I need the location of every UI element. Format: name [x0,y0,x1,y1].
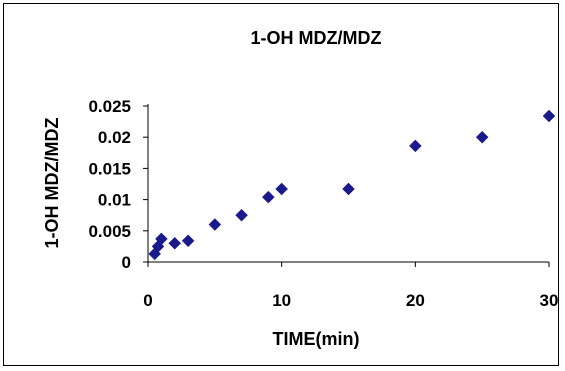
data-point [261,190,275,204]
data-point [275,182,289,196]
data-point [168,236,182,250]
data-points [148,109,556,261]
x-axis-label: TIME(min) [273,329,360,349]
y-tick-label: 0.015 [88,159,131,178]
data-point [208,218,222,231]
data-point [342,182,355,196]
y-axis-label: 1-OH MDZ/MDZ [42,118,62,249]
y-tick-label: 0.01 [98,191,131,210]
data-point [235,208,248,222]
y-tick-label: 0.02 [98,128,131,147]
chart-title: 1-OH MDZ/MDZ [251,28,382,48]
x-tick-label: 20 [406,291,425,310]
data-point [408,139,422,153]
x-tick-label: 0 [143,291,152,310]
y-tick-label: 0.025 [88,97,131,116]
data-point [155,232,168,246]
data-point [181,234,195,248]
axes [147,104,549,263]
data-point [542,109,556,123]
x-ticks: 0 10 20 30 [143,262,558,310]
x-tick-label: 30 [540,291,559,310]
y-tick-label: 0.005 [88,222,131,241]
x-tick-label: 10 [272,291,291,310]
y-ticks: 0 0.005 0.01 0.015 0.02 0.025 [88,97,148,272]
y-tick-label: 0 [122,253,131,272]
data-point [475,130,489,144]
